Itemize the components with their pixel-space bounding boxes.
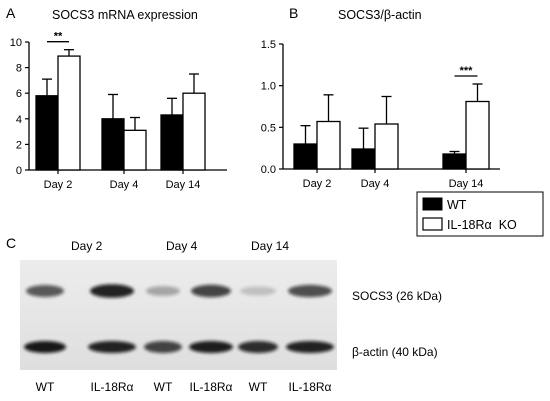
bar-wt: [101, 118, 125, 171]
lane-labels: WT IL-18Rα WT IL-18Rα WT IL-18Rα: [36, 380, 332, 394]
bar-wt: [293, 143, 318, 170]
actin-band: [24, 341, 66, 353]
lane-label-1: WT: [36, 380, 55, 394]
day-label-2: Day 2: [71, 239, 103, 253]
lane-label-3: WT: [154, 380, 173, 394]
chart-a-plot: 0 2 4 6 8 10 Day 2 Day 4 Day 14 **: [10, 31, 227, 191]
legend-label-wt: WT: [447, 198, 467, 212]
y-tick-label: 2: [16, 139, 22, 151]
blot-membrane: [20, 260, 337, 370]
panel-letter-a: A: [6, 5, 16, 21]
band-label-actin: β-actin (40 kDa): [352, 345, 438, 359]
x-tick-label: Day 4: [361, 178, 390, 190]
x-tick-label: Day 14: [449, 178, 484, 190]
bar-wt: [160, 114, 184, 171]
chart-a-title: SOCS3 mRNA expression: [52, 8, 198, 22]
actin-band: [189, 341, 233, 353]
socs3-band: [146, 286, 180, 296]
legend: WT IL-18Rα KO: [416, 191, 544, 237]
x-tick-label: Day 2: [303, 178, 332, 190]
panel-a: A SOCS3 mRNA expression 0 2 4 6 8 10 Day 2 Day …: [6, 5, 227, 191]
day-label-4: Day 4: [166, 239, 198, 253]
y-tick-label: 1.0: [261, 81, 276, 93]
chart-b-title: SOCS3/β-actin: [338, 8, 422, 22]
panel-letter-b: B: [289, 5, 298, 21]
legend-swatch-ko: [422, 217, 443, 231]
significance-label: ***: [460, 65, 474, 77]
lane-label-4: IL-18Rα: [190, 380, 233, 394]
bar-wt: [351, 148, 376, 170]
band-label-socs3: SOCS3 (26 kDa): [352, 289, 442, 303]
y-tick-label: 0.5: [261, 122, 276, 134]
y-tick-label: 0.0: [261, 164, 276, 176]
x-tick-label: Day 4: [110, 179, 139, 191]
socs3-band: [90, 284, 134, 298]
lane-label-6: IL-18Rα: [289, 380, 332, 394]
panel-letter-c: C: [6, 235, 16, 251]
y-tick-label: 0: [16, 165, 22, 177]
actin-band: [88, 341, 136, 353]
y-tick-label: 6: [16, 88, 22, 100]
actin-band: [238, 341, 278, 353]
significance-label: **: [54, 31, 63, 43]
bar-ko: [316, 120, 341, 170]
lane-label-2: IL-18Rα: [91, 380, 134, 394]
actin-band: [144, 341, 182, 353]
x-tick-label: Day 14: [166, 179, 201, 191]
y-tick-label: 4: [16, 114, 22, 126]
actin-band: [286, 341, 334, 353]
y-tick-label: 8: [16, 63, 22, 75]
socs3-band: [288, 284, 332, 298]
y-tick-label: 10: [10, 37, 22, 49]
lane-label-5: WT: [249, 380, 268, 394]
bar-wt: [35, 95, 59, 171]
legend-swatch-wt: [422, 197, 443, 211]
socs3-band: [240, 286, 276, 296]
panel-c: C Day 2 Day 4 Day 14 SOCS3 (26 kDa) β-ac…: [6, 235, 442, 394]
chart-b-plot: 0.0 0.5 1.0 1.5 Day 2 Day 4 Day 14 ***: [261, 39, 500, 190]
panel-b: B SOCS3/β-actin 0.0 0.5 1.0 1.5 Day 2 Day 4 Da…: [261, 5, 500, 190]
socs3-band: [26, 285, 64, 297]
legend-label-ko: IL-18Rα KO: [447, 218, 517, 232]
day-label-14: Day 14: [251, 239, 289, 253]
y-tick-label: 1.5: [261, 39, 276, 51]
blot-bands: [24, 284, 334, 353]
socs3-band: [191, 284, 231, 298]
bar-ko: [123, 129, 147, 171]
bar-ko: [57, 55, 81, 171]
bar-wt: [442, 153, 467, 170]
bar-ko: [182, 92, 206, 171]
x-tick-label: Day 2: [44, 179, 73, 191]
bar-ko: [374, 123, 399, 170]
bar-ko: [465, 100, 490, 170]
